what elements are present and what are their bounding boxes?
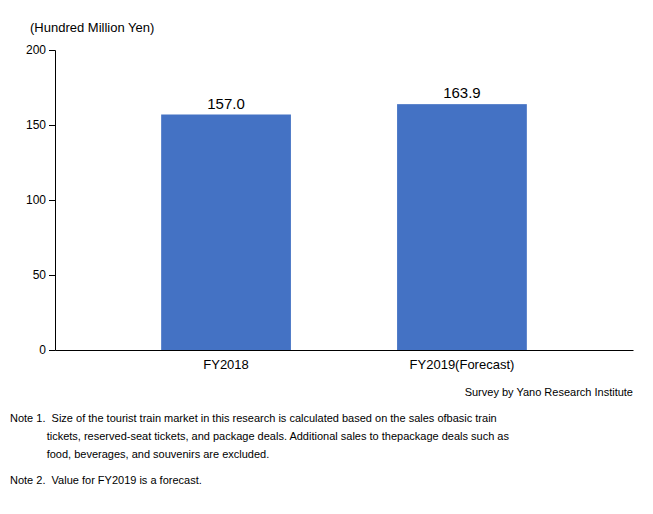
y-tick-label: 50 <box>33 268 47 282</box>
bar <box>397 104 527 350</box>
x-axis-line <box>56 350 634 351</box>
bars <box>161 104 527 350</box>
y-tick-mark <box>49 200 55 201</box>
annotations: Survey by Yano Research Institute Note 1.… <box>10 386 633 486</box>
x-tick: FY2018 <box>203 357 249 372</box>
y-tick-mark <box>49 125 55 126</box>
chart: 050100150200FY2018FY2019(Forecast)157.01… <box>0 0 653 514</box>
x-tick-label: FY2019(Forecast) <box>410 357 515 372</box>
y-tick: 50 <box>33 268 55 282</box>
y-tick-mark <box>49 50 55 51</box>
data-label: 163.9 <box>443 84 481 101</box>
bar <box>161 115 291 351</box>
note: food, beverages, and souvenirs are exclu… <box>10 448 269 460</box>
y-tick-mark <box>49 350 55 351</box>
note: tickets, reserved-seat tickets, and pack… <box>10 430 509 442</box>
note: Note 1. Size of the tourist train market… <box>10 412 497 424</box>
plot: 050100150200FY2018FY2019(Forecast)157.01… <box>26 43 634 372</box>
data-label: 157.0 <box>207 95 245 112</box>
y-tick-label: 100 <box>26 193 46 207</box>
y-axis-label: (Hundred Million Yen) <box>30 20 154 35</box>
y-tick: 200 <box>26 43 55 57</box>
x-tick: FY2019(Forecast) <box>410 357 515 372</box>
y-tick-mark <box>49 275 55 276</box>
data-labels: 157.0 163.9 <box>207 84 480 111</box>
source-note: Survey by Yano Research Institute <box>465 386 633 398</box>
y-axis-line <box>49 51 56 351</box>
x-axis: FY2018 FY2019(Forecast) <box>56 351 634 373</box>
y-tick-label: 150 <box>26 118 46 132</box>
y-tick: 0 <box>39 343 55 357</box>
note: Note 2. Value for FY2019 is a forecast. <box>10 474 202 486</box>
y-axis: 0 50 100 150 200 <box>26 43 56 357</box>
y-tick: 150 <box>26 118 55 132</box>
y-tick-label: 0 <box>39 343 46 357</box>
x-tick-label: FY2018 <box>203 357 249 372</box>
y-tick: 100 <box>26 193 55 207</box>
y-tick-label: 200 <box>26 43 46 57</box>
